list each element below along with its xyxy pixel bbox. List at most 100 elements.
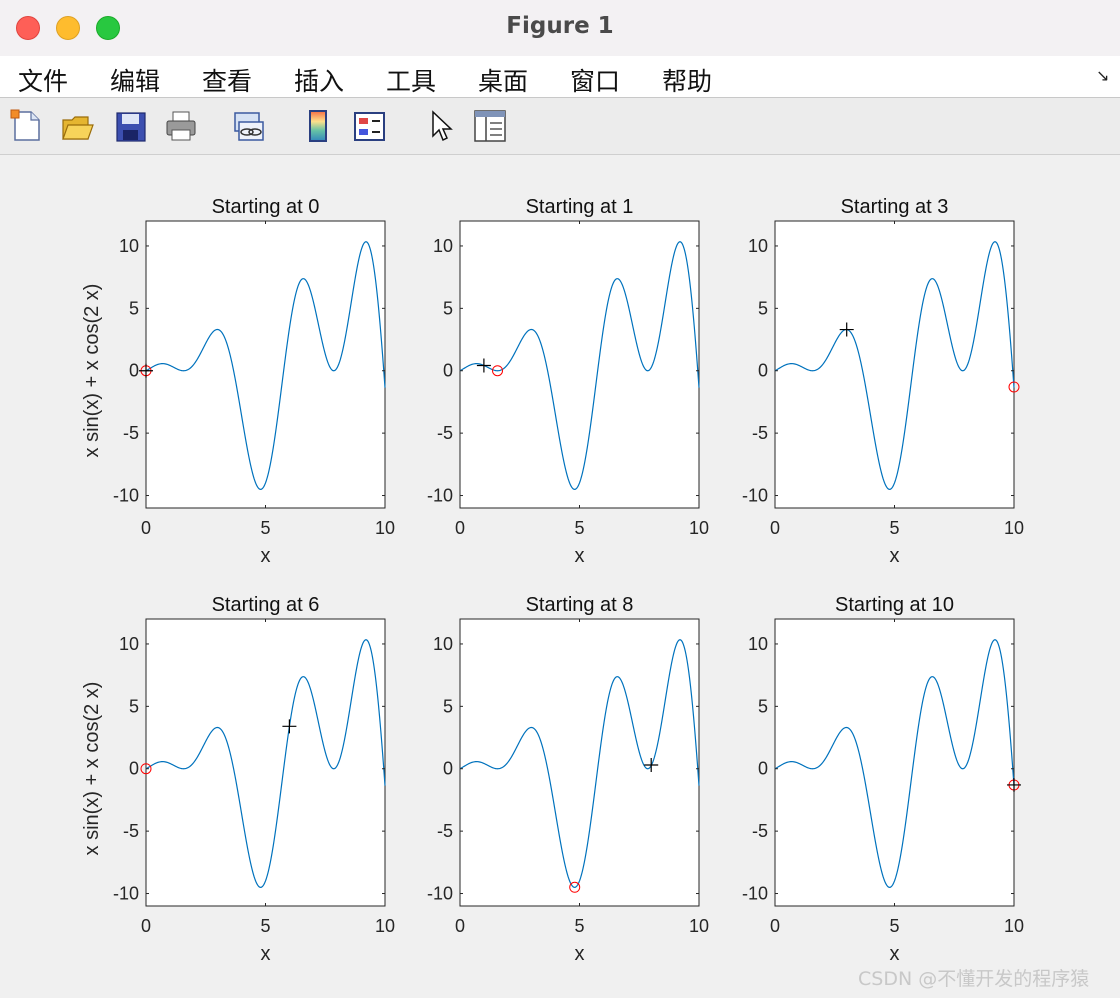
function-curve (145, 241, 386, 490)
start-point-marker (1007, 777, 1021, 792)
close-window-button[interactable] (16, 16, 40, 40)
insert-colorbar-button[interactable] (301, 108, 335, 144)
y-axis-label: x sin(x) + x cos(2 x) (81, 284, 103, 458)
x-tick-label: 0 (770, 518, 780, 538)
y-tick-label: -5 (752, 821, 768, 841)
x-tick-label: 10 (375, 916, 395, 936)
menu-window[interactable]: 窗口 (570, 67, 621, 96)
end-point-marker (1008, 381, 1020, 393)
y-tick-label: 5 (758, 696, 768, 716)
menu-bar-divider (0, 97, 1120, 98)
new-figure-icon (10, 109, 40, 141)
property-inspector-button[interactable] (472, 108, 506, 144)
y-tick-label: 0 (758, 759, 768, 779)
x-tick-label: 10 (689, 518, 709, 538)
end-point-marker (569, 881, 581, 893)
link-plot-button[interactable] (232, 108, 266, 144)
watermark: CSDN @不懂开发的程序猿 (858, 968, 1090, 990)
start-point-marker (644, 757, 659, 772)
y-tick-label: 10 (748, 634, 768, 654)
x-tick-label: 10 (375, 518, 395, 538)
y-tick-label: 5 (129, 696, 139, 716)
subplot-title: Starting at 8 (526, 594, 634, 616)
x-tick-label: 0 (770, 916, 780, 936)
y-tick-label: 10 (433, 236, 453, 256)
y-tick-label: -10 (742, 486, 768, 506)
menu-overflow-icon[interactable]: ↘ (1096, 66, 1110, 85)
subplot-title: Starting at 3 (841, 196, 949, 218)
save-icon (116, 112, 146, 142)
y-tick-label: -10 (427, 884, 453, 904)
property-inspector-icon (474, 110, 506, 142)
menu-edit[interactable]: 编辑 (110, 67, 161, 96)
y-tick-label: -5 (752, 423, 768, 443)
x-tick-label: 5 (574, 518, 584, 538)
x-tick-label: 10 (689, 916, 709, 936)
axes-box (459, 220, 700, 509)
save-button[interactable] (113, 108, 147, 144)
start-point-marker (139, 363, 153, 378)
y-axis-label: x sin(x) + x cos(2 x) (81, 682, 103, 856)
start-point-marker (476, 358, 491, 373)
function-curve (774, 639, 1015, 888)
x-tick-label: 10 (1004, 518, 1024, 538)
axes-box (459, 618, 700, 907)
subplot-title: Starting at 6 (212, 594, 320, 616)
y-tick-label: 0 (129, 361, 139, 381)
maximize-window-button[interactable] (96, 16, 120, 40)
print-icon (166, 111, 196, 141)
subplot-6: 0 5 10 -10 -5 0 5 10 Starting at 10 x (742, 594, 1024, 965)
x-tick-label: 0 (141, 518, 151, 538)
axes-box (145, 618, 386, 907)
x-axis-label: x (575, 545, 585, 567)
menu-tools[interactable]: 工具 (386, 67, 437, 96)
x-tick-label: 0 (455, 518, 465, 538)
print-button[interactable] (164, 108, 198, 144)
x-tick-label: 5 (574, 916, 584, 936)
y-tick-label: 5 (129, 298, 139, 318)
end-point-marker (492, 365, 504, 377)
y-tick-label: 0 (443, 759, 453, 779)
menu-insert[interactable]: 插入 (294, 67, 345, 96)
x-axis-label: x (261, 943, 271, 965)
y-tick-label: -10 (113, 884, 139, 904)
y-tick-label: 5 (758, 298, 768, 318)
y-tick-label: -10 (113, 486, 139, 506)
y-tick-label: 10 (119, 634, 139, 654)
menu-view[interactable]: 查看 (202, 67, 253, 96)
menu-help[interactable]: 帮助 (662, 67, 713, 96)
window-title: Figure 1 (506, 13, 614, 39)
menu-bar (0, 56, 1120, 98)
subplot-title: Starting at 10 (835, 594, 954, 616)
function-curve (145, 639, 386, 888)
x-axis-label: x (890, 545, 900, 567)
start-point-marker (839, 322, 854, 337)
y-tick-label: -5 (123, 423, 139, 443)
edit-plot-button[interactable] (424, 108, 458, 144)
x-axis-label: x (261, 545, 271, 567)
axes-box (145, 220, 386, 509)
y-tick-label: 0 (129, 759, 139, 779)
x-tick-label: 10 (1004, 916, 1024, 936)
subplot-4: 0 5 10 -10 -5 0 5 10 Starting at 6 x x sin(x) + x … (81, 594, 395, 965)
x-tick-label: 5 (260, 916, 270, 936)
y-tick-label: -10 (427, 486, 453, 506)
open-file-icon (62, 116, 94, 140)
x-tick-label: 5 (889, 916, 899, 936)
start-point-marker (282, 719, 297, 734)
menu-desktop[interactable]: 桌面 (478, 67, 529, 96)
subplot-title: Starting at 0 (212, 196, 320, 218)
function-curve (459, 639, 700, 888)
y-tick-label: -5 (437, 821, 453, 841)
new-figure-button[interactable] (9, 108, 43, 144)
x-tick-label: 5 (260, 518, 270, 538)
y-tick-label: -5 (123, 821, 139, 841)
open-file-button[interactable] (60, 108, 94, 144)
minimize-window-button[interactable] (56, 16, 80, 40)
menu-file[interactable]: 文件 (18, 67, 69, 96)
insert-legend-button[interactable] (352, 108, 386, 144)
y-tick-label: 0 (443, 361, 453, 381)
x-tick-label: 0 (455, 916, 465, 936)
colorbar-icon (309, 110, 327, 142)
